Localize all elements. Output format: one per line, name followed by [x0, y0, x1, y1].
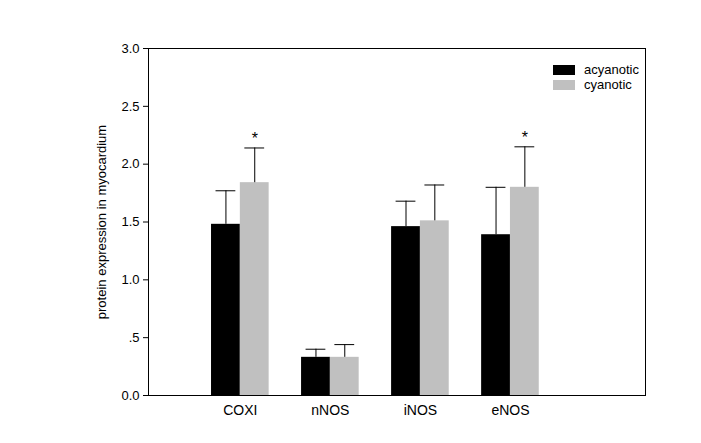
svg-text:iNOS: iNOS	[404, 402, 437, 418]
svg-text:eNOS: eNOS	[491, 402, 529, 418]
svg-text:2.0: 2.0	[121, 156, 139, 171]
svg-text:protein expression in myocardi: protein expression in myocardium	[94, 125, 109, 319]
svg-text:0.0: 0.0	[121, 388, 139, 403]
svg-text:*: *	[522, 129, 528, 146]
svg-text:1.0: 1.0	[121, 272, 139, 287]
html-text:acyanotic: acyanotic	[584, 62, 639, 77]
svg-text:.5: .5	[129, 330, 140, 345]
svg-text:1.5: 1.5	[121, 214, 139, 229]
svg-text:3.0: 3.0	[121, 41, 139, 56]
svg-text:2.5: 2.5	[121, 98, 139, 113]
svg-text:COXI: COXI	[223, 402, 257, 418]
html-text:cyanotic: cyanotic	[584, 77, 632, 92]
svg-text:*: *	[252, 130, 258, 147]
svg-text:nNOS: nNOS	[311, 402, 349, 418]
